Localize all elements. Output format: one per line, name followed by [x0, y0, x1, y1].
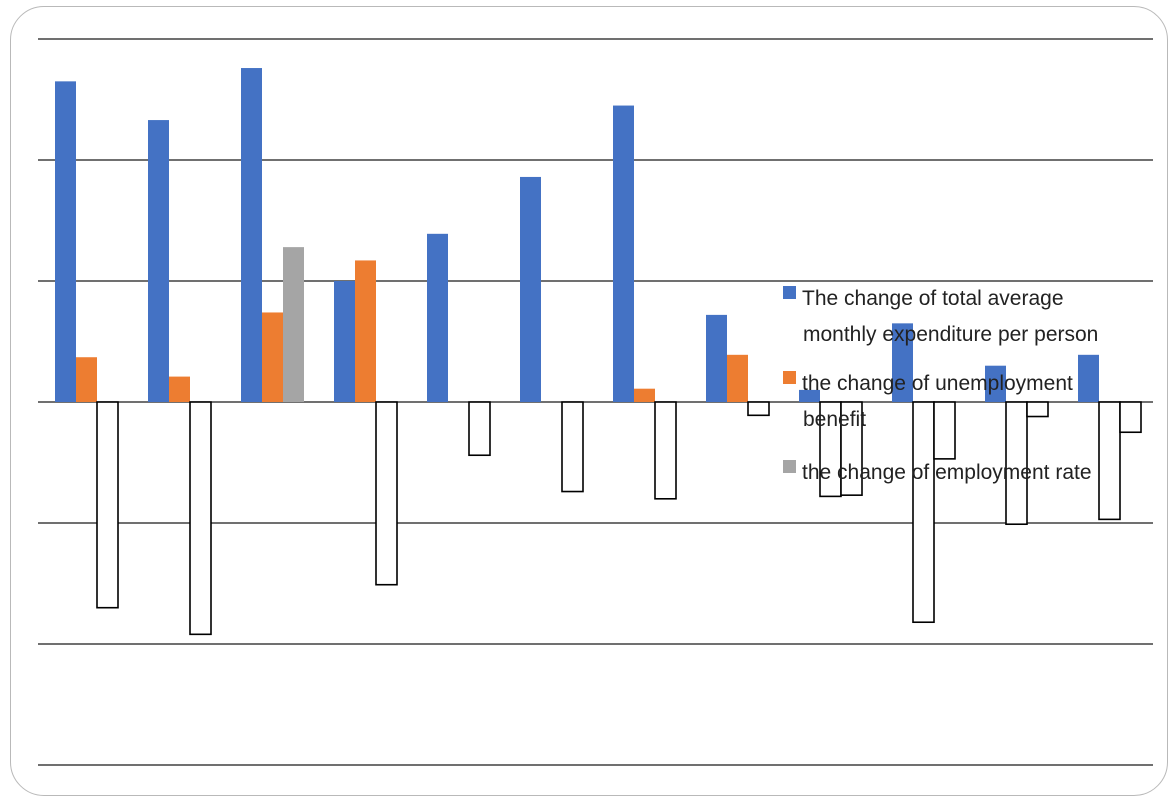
legend-label-2-line-2: benefit [803, 408, 866, 431]
bar-2-3 [262, 312, 283, 402]
legend-swatch-2 [783, 371, 796, 384]
bar-1-12 [1078, 354, 1099, 402]
bar-3-11 [1026, 401, 1049, 418]
bar-2-8 [727, 354, 748, 402]
bar-2-12 [1098, 401, 1121, 521]
bar-3-5 [468, 401, 491, 457]
legend-label-1-line-1: The change of total average [802, 287, 1064, 310]
bar-1-9 [799, 389, 820, 402]
bar-1-10 [892, 323, 913, 402]
bar-2-2 [169, 376, 190, 402]
bar-3-7 [654, 401, 677, 500]
bar-1-8 [706, 314, 727, 402]
bar-3-1 [96, 401, 119, 609]
bar-1-5 [427, 233, 448, 402]
bar-1-4 [334, 281, 355, 402]
bar-2-11 [1005, 401, 1028, 526]
bar-1-6 [520, 176, 541, 402]
bar-3-2 [189, 401, 212, 636]
bar-2-10 [912, 401, 935, 624]
bar-1-7 [613, 105, 634, 403]
bar-1-2 [148, 120, 169, 402]
bar-2-7 [634, 388, 655, 402]
bar-1-3 [241, 68, 262, 402]
legend-label-2-line-1: the change of unemployment [802, 372, 1073, 395]
bar-2-1 [76, 357, 97, 402]
gridlines [38, 38, 1153, 766]
legend-swatch-3 [783, 460, 796, 473]
bar-3-9 [840, 401, 863, 496]
bar-3-3 [283, 247, 304, 402]
bar-2-4 [355, 260, 376, 402]
bar-1-1 [55, 81, 76, 402]
bars [55, 68, 1142, 636]
bar-1-11 [985, 365, 1006, 402]
bar-3-6 [561, 401, 584, 493]
legend-swatch-1 [783, 286, 796, 299]
bar-3-10 [933, 401, 956, 460]
legend: The change of total average monthly expen… [783, 286, 1098, 484]
bar-3-4 [375, 401, 398, 586]
bar-3-12 [1119, 401, 1142, 434]
bar-3-8 [747, 401, 770, 417]
legend-label-3-line-1: the change of employment rate [802, 461, 1092, 484]
legend-label-1-line-2: monthly expenditure per person [803, 323, 1098, 346]
